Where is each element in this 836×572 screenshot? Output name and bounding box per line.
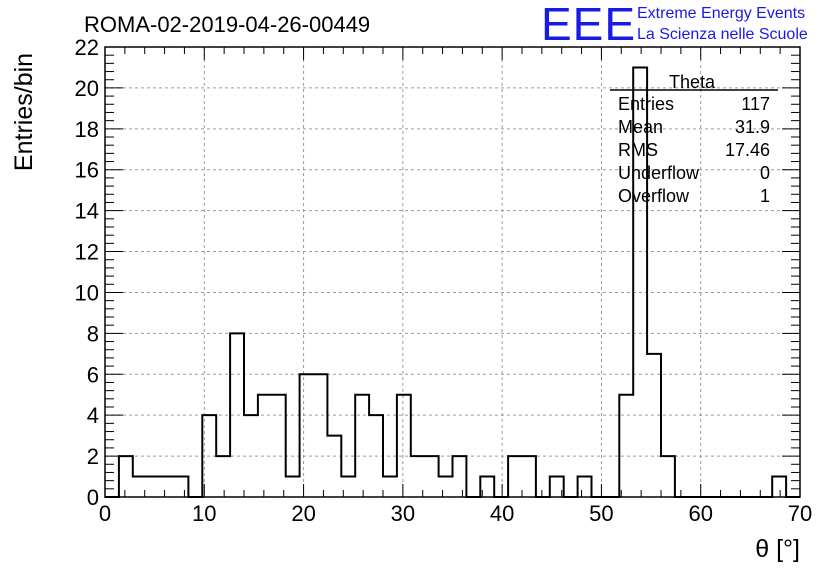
- axes: [104, 46, 801, 498]
- x-tick-label: 10: [192, 501, 216, 526]
- y-tick-label: 10: [75, 280, 99, 305]
- x-tick-label: 0: [99, 501, 111, 526]
- stats-label: Entries: [618, 94, 674, 114]
- y-tick-label: 20: [75, 76, 99, 101]
- stats-label: Overflow: [618, 186, 690, 206]
- y-axis-label: Entries/bin: [10, 53, 38, 171]
- y-tick-label: 6: [87, 362, 99, 387]
- x-axis-label: θ [°]: [755, 535, 800, 563]
- stats-label: RMS: [618, 140, 658, 160]
- stats-value: 1: [760, 186, 770, 206]
- x-tick-label: 30: [391, 501, 415, 526]
- chart-title: ROMA-02-2019-04-26-00449: [84, 12, 370, 37]
- stats-label: Underflow: [618, 163, 700, 183]
- eee-logo: EEE: [541, 0, 636, 50]
- stats-value: 0: [760, 163, 770, 183]
- y-tick-label: 8: [87, 321, 99, 346]
- x-tick-label: 60: [688, 501, 712, 526]
- plot-frame: [104, 46, 801, 498]
- x-tick-label: 70: [788, 501, 812, 526]
- histogram-line: [105, 66, 800, 498]
- stats-value: 31.9: [735, 117, 770, 137]
- y-tick-label: 0: [87, 485, 99, 510]
- stats-rows: Entries 117 Mean 31.9 RMS 17.46 Underflow 0 Over…: [618, 94, 770, 206]
- y-tick-label: 4: [87, 403, 99, 428]
- x-tick-label: 20: [291, 501, 315, 526]
- y-tick-label: 12: [75, 240, 99, 265]
- x-tick-label: 40: [490, 501, 514, 526]
- stats-value: 117: [741, 94, 770, 114]
- ticks: [104, 46, 801, 498]
- y-tick-label: 18: [75, 117, 99, 142]
- logo-line-2: La Scienza nelle Scuole: [637, 26, 808, 43]
- stats-title: Theta: [669, 72, 716, 92]
- stats-box: Theta Entries 117 Mean 31.9 RMS 17.46 Underflo…: [610, 72, 778, 206]
- logo-line-1: Extreme Energy Events: [637, 5, 805, 22]
- stats-value: 17.46: [725, 140, 770, 160]
- x-tick-label: 50: [589, 501, 613, 526]
- y-tick-label: 14: [75, 199, 99, 224]
- stats-label: Mean: [618, 117, 663, 137]
- y-tick-label: 22: [75, 35, 99, 60]
- y-tick-label: 2: [87, 444, 99, 469]
- grid: [105, 47, 800, 497]
- y-tick-label: 16: [75, 158, 99, 183]
